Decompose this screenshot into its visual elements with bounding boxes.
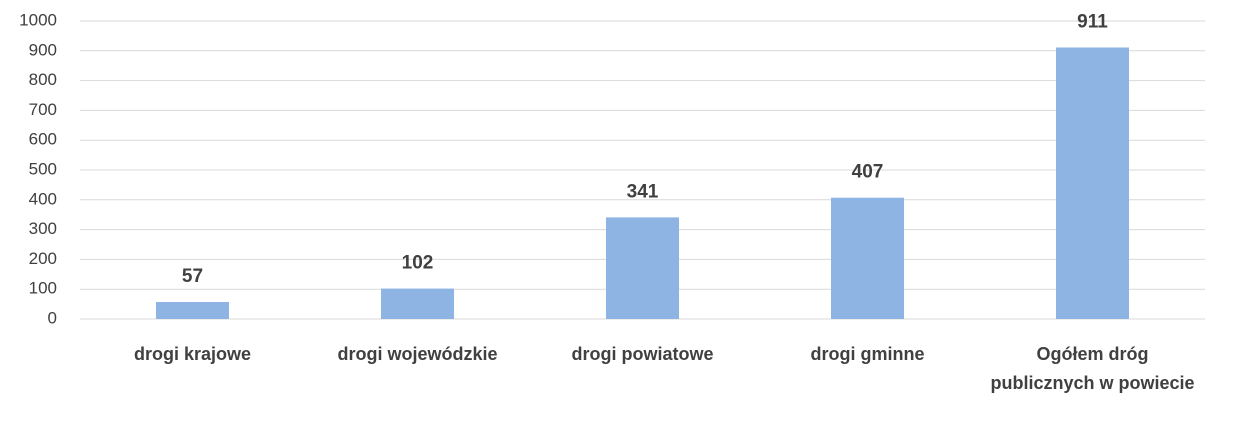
data-label: 102 (402, 253, 434, 274)
y-tick-label: 700 (29, 100, 57, 119)
y-tick-label: 100 (29, 279, 57, 298)
y-tick-label: 800 (29, 70, 57, 89)
x-tick-label: drogi gminne (810, 344, 925, 364)
y-tick-label: 600 (29, 130, 57, 149)
x-tick-label: drogi krajowe (133, 344, 252, 364)
y-tick-label: 300 (29, 219, 57, 238)
data-label: 57 (182, 266, 203, 287)
y-tick-label: 500 (29, 159, 57, 178)
bar (1056, 47, 1129, 319)
x-tick-label: drogi wojewódzkie (337, 344, 498, 364)
y-tick-label: 1000 (19, 10, 57, 29)
bar (381, 288, 454, 319)
bar (831, 197, 904, 319)
y-tick-label: 0 (48, 308, 57, 327)
data-label: 407 (852, 162, 884, 183)
y-tick-label: 400 (29, 189, 57, 208)
y-tick-label: 200 (29, 249, 57, 268)
data-label: 911 (1077, 12, 1108, 33)
bar (156, 302, 229, 319)
y-tick-label: 900 (29, 40, 57, 59)
x-tick-label: drogi powiatowe (571, 344, 714, 364)
data-label: 341 (627, 181, 659, 202)
bar (606, 217, 679, 319)
x-tick-label: Ogółem dróg publicznych w powiecie (990, 344, 1195, 393)
